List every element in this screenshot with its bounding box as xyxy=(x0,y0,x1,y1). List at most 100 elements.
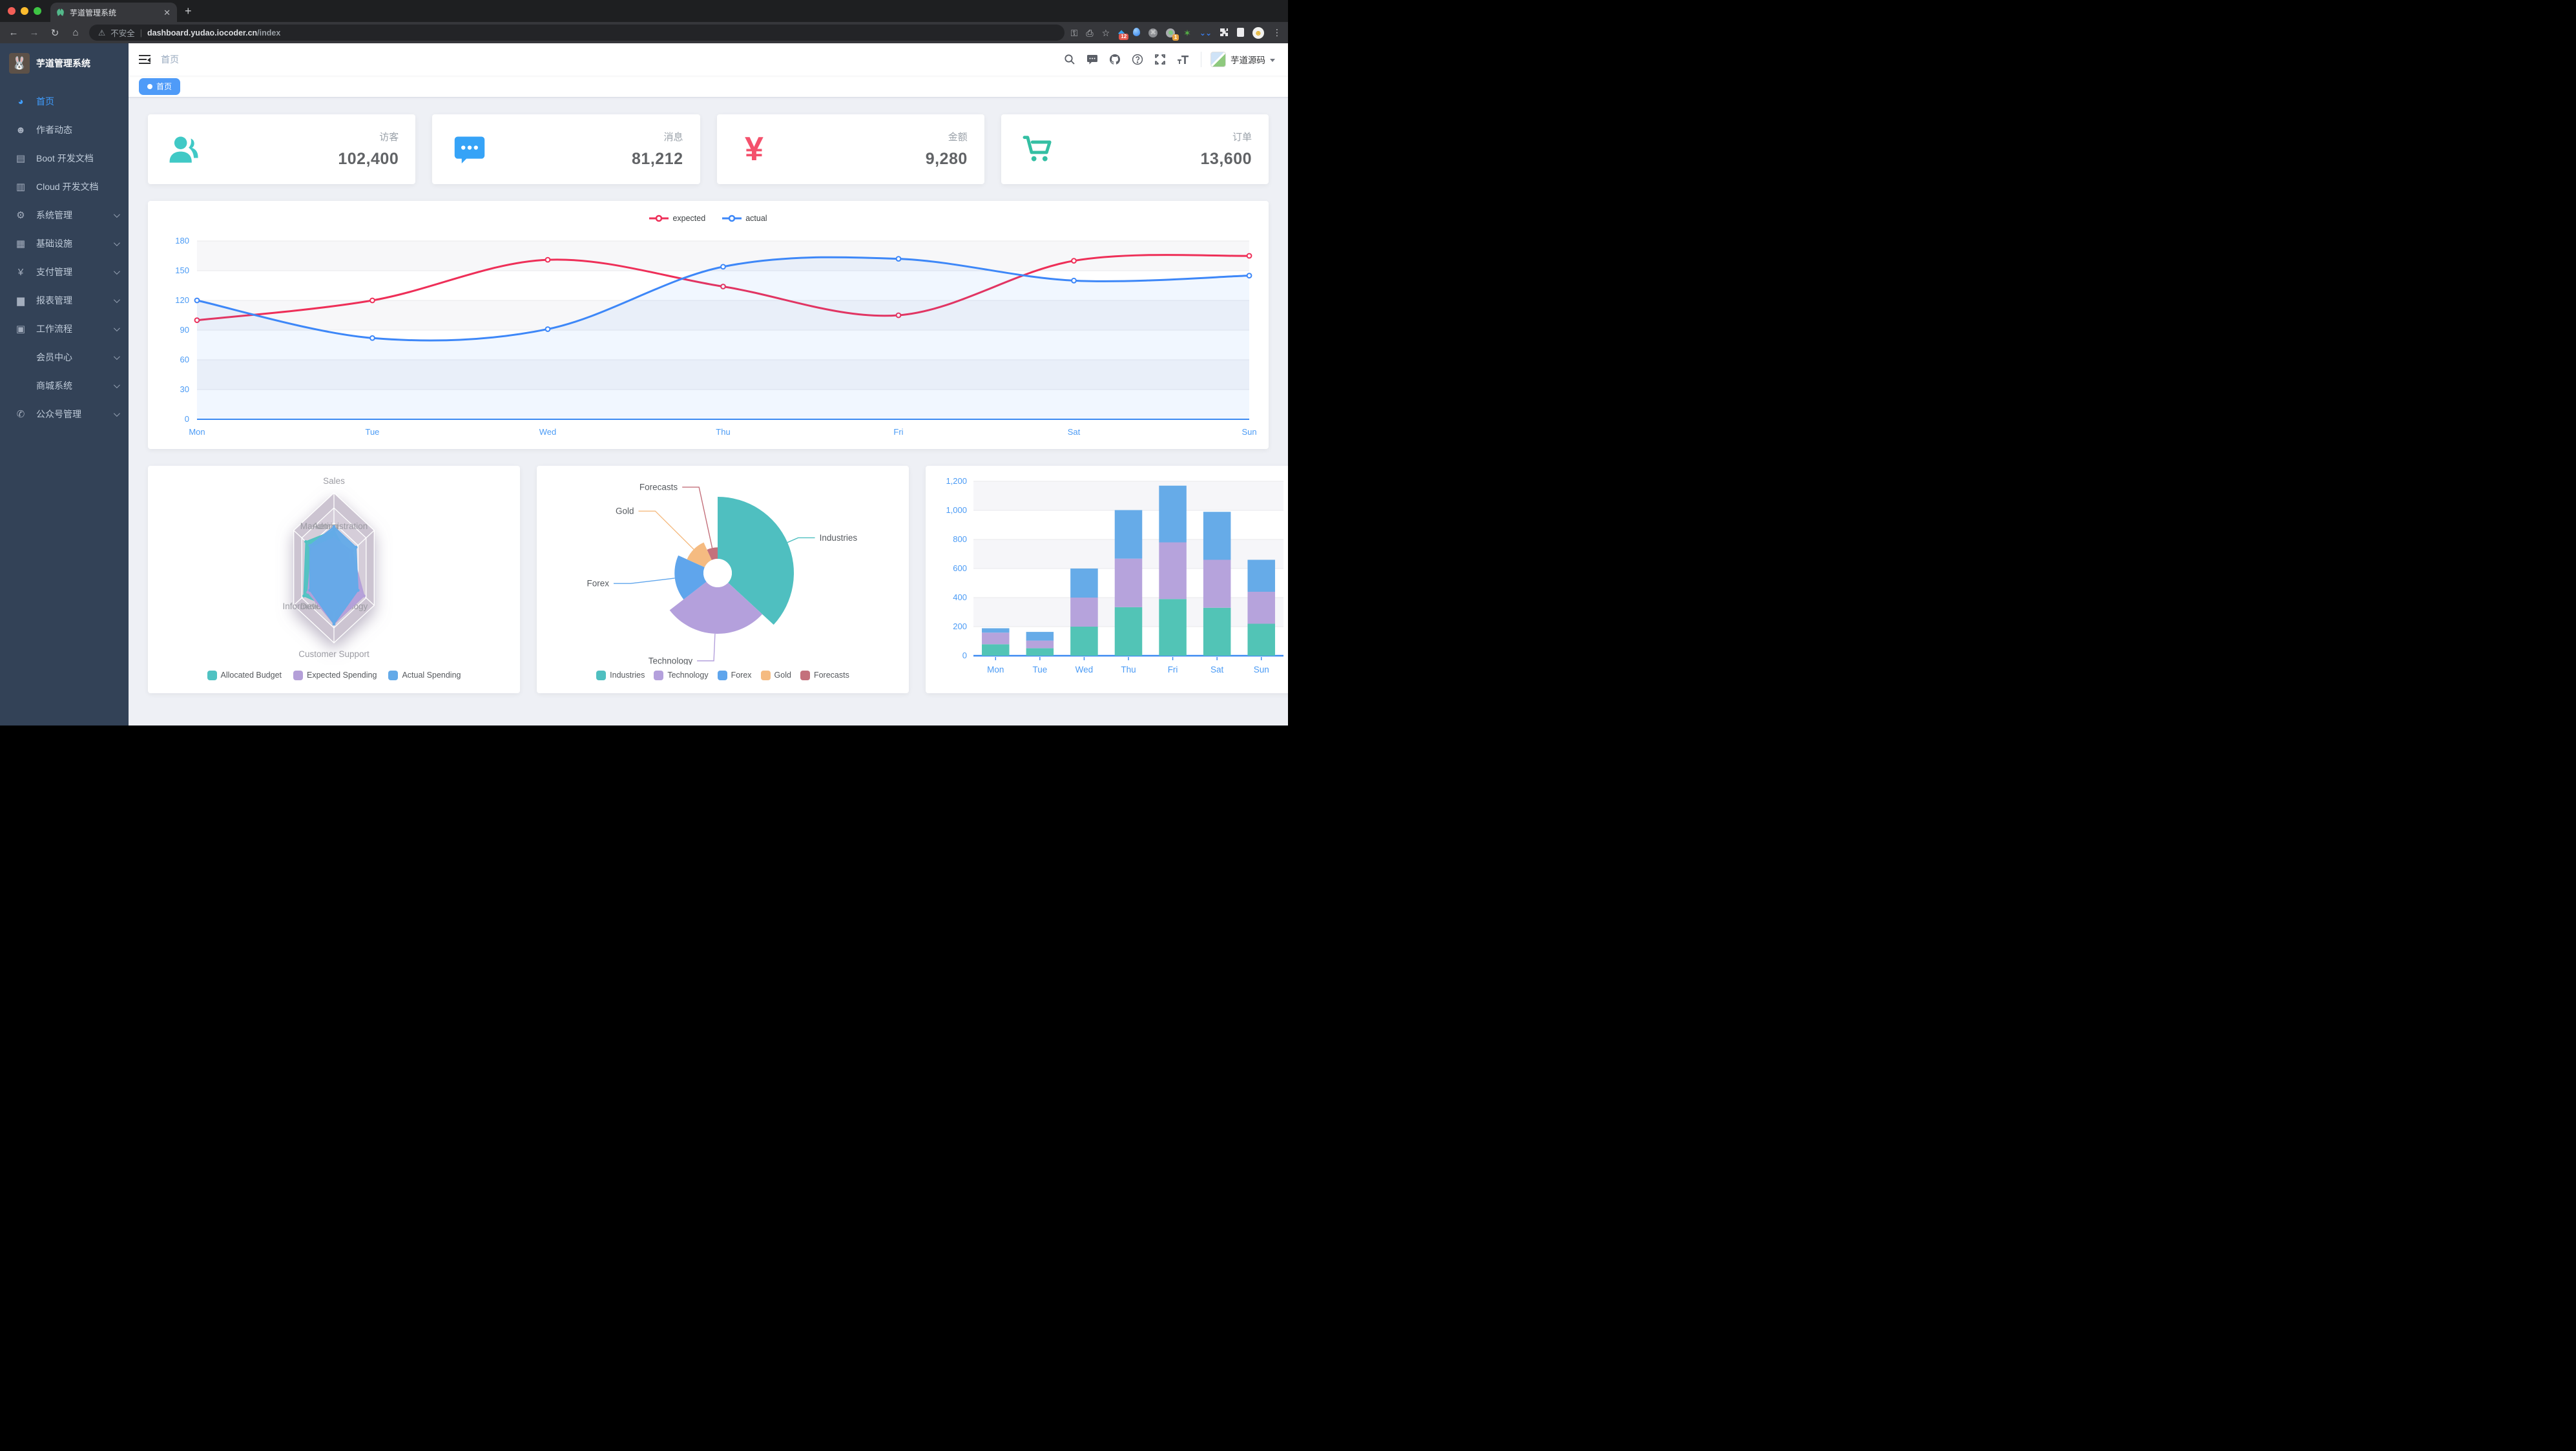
extension-status-icon[interactable]: 1 xyxy=(1166,28,1179,41)
stat-card-money[interactable]: ¥ 金额 9,280 xyxy=(716,114,984,184)
sidebar-item-author[interactable]: ☻ 作者动态 xyxy=(0,116,129,144)
pie-slice-Forex[interactable] xyxy=(674,555,707,600)
bar-segment[interactable] xyxy=(1247,592,1275,624)
share-icon[interactable]: ⎙ xyxy=(1086,27,1094,38)
bar-segment[interactable] xyxy=(1070,569,1098,598)
legend-item[interactable]: Expected Spending xyxy=(293,670,377,680)
close-window-button[interactable] xyxy=(8,7,16,15)
new-tab-button[interactable]: + xyxy=(185,5,192,17)
pie-slice-Technology[interactable] xyxy=(669,581,763,634)
bar-segment[interactable] xyxy=(982,644,1010,656)
extension-chevron-icon[interactable]: ⌄⌄ xyxy=(1199,28,1212,37)
sidebar-item-workflow[interactable]: ▣ 工作流程 xyxy=(0,315,129,343)
back-button[interactable]: ← xyxy=(8,27,19,38)
bar-segment[interactable] xyxy=(1203,559,1231,608)
sidebar-item-label: Boot 开发文档 xyxy=(36,153,94,163)
legend-item-actual[interactable]: actual xyxy=(722,214,767,223)
stat-text: 访客 102,400 xyxy=(338,130,399,169)
sidebar-item-infrastructure[interactable]: ▦ 基础设施 xyxy=(0,229,129,258)
help-icon[interactable] xyxy=(1132,54,1143,65)
extension-tasks-icon[interactable]: ◆ 12 xyxy=(1118,28,1129,40)
minimize-window-button[interactable] xyxy=(21,7,28,15)
sidebar-item-document[interactable]: ▥ Cloud 开发文档 xyxy=(0,172,129,201)
bar-segment[interactable] xyxy=(1159,599,1187,656)
stat-card-cart[interactable]: 订单 13,600 xyxy=(1001,114,1269,184)
extensions-puzzle-icon[interactable] xyxy=(1220,28,1229,38)
svg-text:Sat: Sat xyxy=(1068,427,1081,437)
bookmark-star-icon[interactable]: ☆ xyxy=(1101,27,1110,38)
bar-segment[interactable] xyxy=(1026,648,1054,656)
user-menu[interactable]: 芋道源码 xyxy=(1201,52,1275,67)
bar-segment[interactable] xyxy=(1247,559,1275,592)
font-size-icon[interactable] xyxy=(1177,54,1190,65)
password-key-icon[interactable]: ⚿ xyxy=(1070,27,1078,38)
tags-view: 首页 xyxy=(129,76,1288,98)
bar-segment[interactable] xyxy=(1159,485,1187,543)
browser-tab[interactable]: 芋道管理系统 ✕ xyxy=(50,3,177,22)
sidebar-item-sub-10[interactable]: 商城系统 xyxy=(0,371,129,400)
legend-item[interactable]: Allocated Budget xyxy=(207,670,282,680)
pie-chart[interactable]: Industries Technology Forex Gold Forecasts xyxy=(542,471,904,665)
bar-segment[interactable] xyxy=(1026,640,1054,649)
sidebar-collapse-icon[interactable] xyxy=(139,55,151,64)
tag-home[interactable]: 首页 xyxy=(139,78,181,95)
address-bar[interactable]: ⚠ 不安全 | dashboard.yudao.iocoder.cn/index xyxy=(89,25,1065,41)
sidebar-item-wechat[interactable]: ✆ 公众号管理 xyxy=(0,400,129,428)
app-root: 🐰 芋道管理系统 ◕ 首页 ☻ 作者动态 ▤ Boot 开发文档 ▥ Cloud 开发文档 ⚙ 系… xyxy=(0,43,1288,725)
sidebar-item-report[interactable]: ▆ 报表管理 xyxy=(0,286,129,315)
toolbar-right: ⚿ ⎙ ☆ ◆ 12 ⌘ 1 ✶ ⌄⌄ ☻ ⋮ xyxy=(1070,26,1282,41)
legend-item[interactable]: Forex xyxy=(717,670,752,680)
message-icon[interactable] xyxy=(1086,54,1098,65)
bar-segment[interactable] xyxy=(1026,632,1054,641)
chevron-down-icon xyxy=(113,239,120,246)
forward-button[interactable]: → xyxy=(29,27,39,38)
sidebar-item-dashboard[interactable]: ◕ 首页 xyxy=(0,87,129,116)
reading-mode-icon[interactable] xyxy=(1237,27,1244,38)
bar-segment[interactable] xyxy=(1203,512,1231,560)
stat-card-people[interactable]: 访客 102,400 xyxy=(148,114,416,184)
bar-segment[interactable] xyxy=(1070,627,1098,656)
legend-item[interactable]: Actual Spending xyxy=(388,670,461,680)
search-icon[interactable] xyxy=(1064,54,1075,65)
bar-segment[interactable] xyxy=(1114,558,1143,607)
bar-segment[interactable] xyxy=(982,632,1010,645)
sidebar-logo[interactable]: 🐰 芋道管理系统 xyxy=(0,43,129,83)
zoom-window-button[interactable] xyxy=(34,7,41,15)
pie-slice-Industries[interactable] xyxy=(718,497,794,625)
pie-slice-Gold[interactable] xyxy=(687,542,712,568)
extension-balloon-icon[interactable] xyxy=(1133,28,1141,37)
reload-button[interactable]: ↻ xyxy=(50,27,59,39)
browser-menu-icon[interactable]: ⋮ xyxy=(1272,27,1282,37)
extension-star-icon[interactable]: ✶ xyxy=(1183,27,1191,38)
stat-card-message[interactable]: 消息 81,212 xyxy=(432,114,700,184)
profile-avatar[interactable]: ☻ xyxy=(1252,26,1264,39)
sidebar-item-sub-9[interactable]: 会员中心 xyxy=(0,343,129,371)
legend-item[interactable]: Gold xyxy=(760,670,791,680)
github-icon[interactable] xyxy=(1109,54,1121,65)
bar-segment[interactable] xyxy=(1070,598,1098,627)
sidebar-item-yen[interactable]: ¥ 支付管理 xyxy=(0,258,129,286)
legend-item[interactable]: Forecasts xyxy=(800,670,849,680)
pie-slice-Forecasts[interactable] xyxy=(707,547,718,560)
bar-segment[interactable] xyxy=(1247,623,1275,656)
stat-value: 9,280 xyxy=(925,150,968,168)
fullscreen-icon[interactable] xyxy=(1154,54,1166,65)
legend-item[interactable]: Industries xyxy=(596,670,645,680)
bar-chart[interactable]: 0 200 400 600 800 1,000 1,200 Mon Tue Wed Thu Fri Sa… xyxy=(931,471,1288,688)
bar-segment[interactable] xyxy=(1159,542,1187,600)
bar-segment[interactable] xyxy=(1203,607,1231,656)
line-chart[interactable]: 0 30 60 90 120 150 180 Mon Tue Wed Thu Fri Sat Sun xyxy=(160,227,1257,441)
tab-close-icon[interactable]: ✕ xyxy=(163,7,171,17)
main-area: 首页 芋道源码 xyxy=(129,43,1288,725)
svg-text:0: 0 xyxy=(962,651,967,660)
bar-segment[interactable] xyxy=(1114,607,1143,656)
home-button[interactable]: ⌂ xyxy=(72,27,79,38)
bar-segment[interactable] xyxy=(982,628,1010,633)
sidebar-item-book[interactable]: ▤ Boot 开发文档 xyxy=(0,144,129,172)
bar-segment[interactable] xyxy=(1114,510,1143,559)
sidebar-item-gear[interactable]: ⚙ 系统管理 xyxy=(0,201,129,229)
legend-item[interactable]: Technology xyxy=(654,670,709,680)
extension-command-icon[interactable]: ⌘ xyxy=(1148,28,1158,37)
legend-item-expected[interactable]: expected xyxy=(649,214,705,223)
